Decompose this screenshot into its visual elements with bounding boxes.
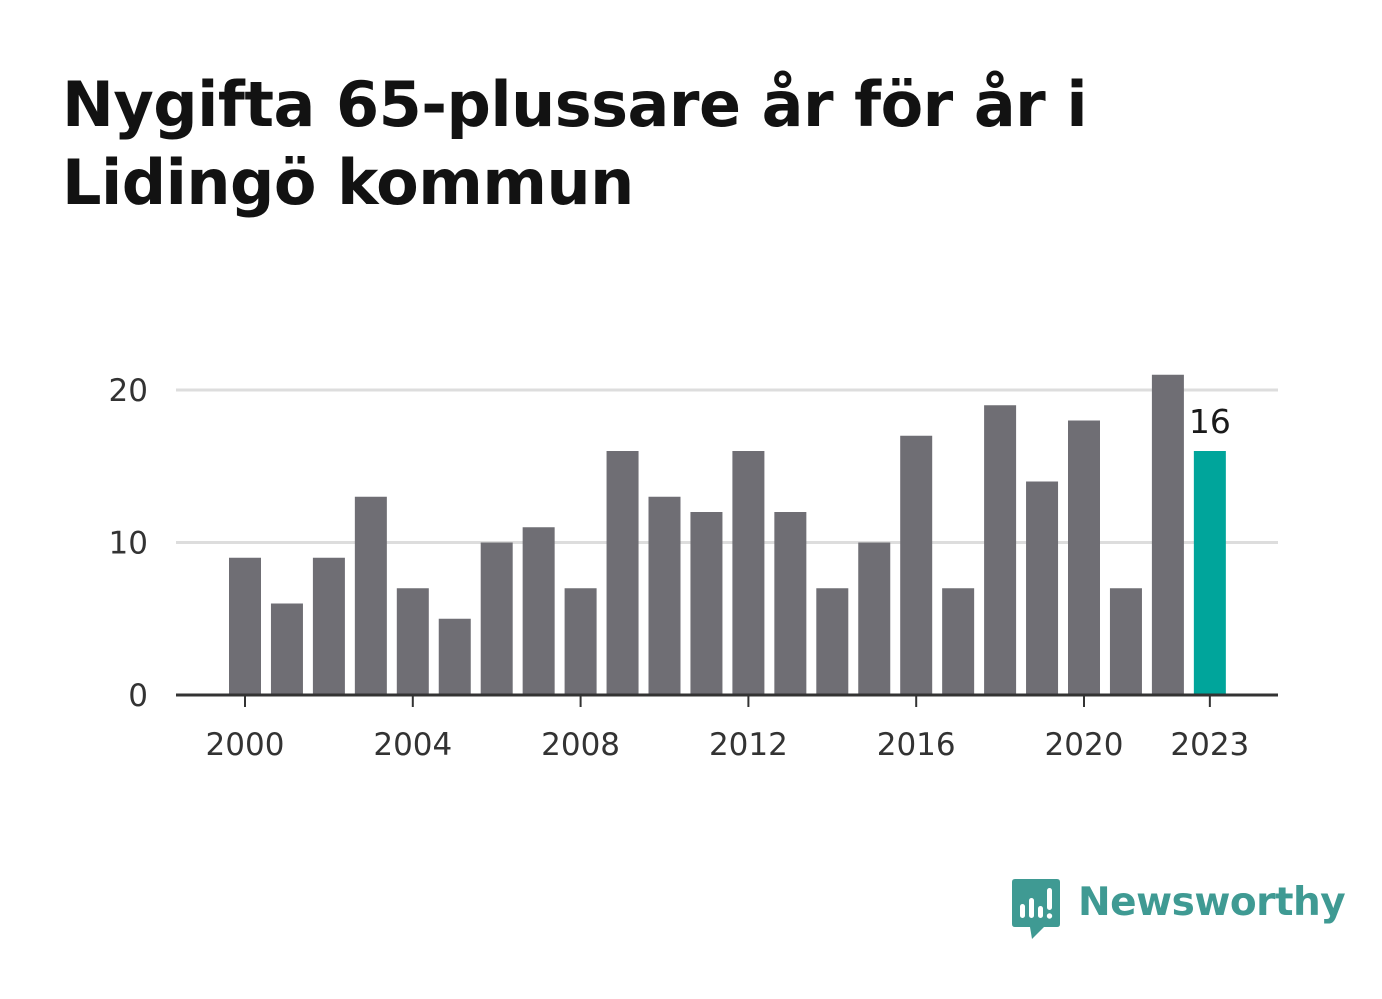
bar [690,512,723,695]
x-tick-label: 2020 [1045,727,1124,763]
x-tick-label: 2016 [877,727,956,763]
bar-chart-speech-bubble-icon [1012,879,1060,939]
x-tick-label: 2008 [541,727,620,763]
bar [564,588,597,695]
bar [774,512,807,695]
bar [438,618,471,695]
bar-highlight [1193,451,1226,695]
bar [900,435,933,695]
bar [229,557,261,695]
bars [229,374,1226,695]
y-tick-label: 20 [109,373,148,409]
bar [396,588,429,695]
bar [312,557,345,695]
bar [984,405,1017,695]
x-tick-label: 2023 [1170,727,1249,763]
brand-name: Newsworthy [1078,880,1346,925]
x-tick-label: 2004 [373,727,452,763]
bar [1151,374,1184,695]
bar [354,496,387,695]
x-tick-label: 2012 [709,727,788,763]
axes [176,693,1278,707]
bar [1026,481,1059,695]
bar [606,451,639,695]
bar [480,542,513,695]
bar [1109,588,1142,695]
bar [522,527,555,695]
gridlines [176,388,1278,544]
bar [648,496,681,695]
labels: 0 10 20 2000 2004 2008 2012 2016 2020 2023 16 [109,373,1250,763]
bar [732,451,765,695]
bar [858,542,891,695]
bar [942,588,975,695]
highlight-value-label: 16 [1189,402,1231,441]
newsworthy-logo: Newsworthy [1010,878,1346,942]
bar [816,588,849,695]
chart-title: Nygifta 65-plussare år för år i Lidingö … [62,68,1088,219]
y-tick-label: 10 [109,526,148,562]
x-tick-label: 2000 [206,727,285,763]
y-tick-label: 0 [128,678,148,714]
bar [1068,420,1100,695]
bar [270,603,303,695]
